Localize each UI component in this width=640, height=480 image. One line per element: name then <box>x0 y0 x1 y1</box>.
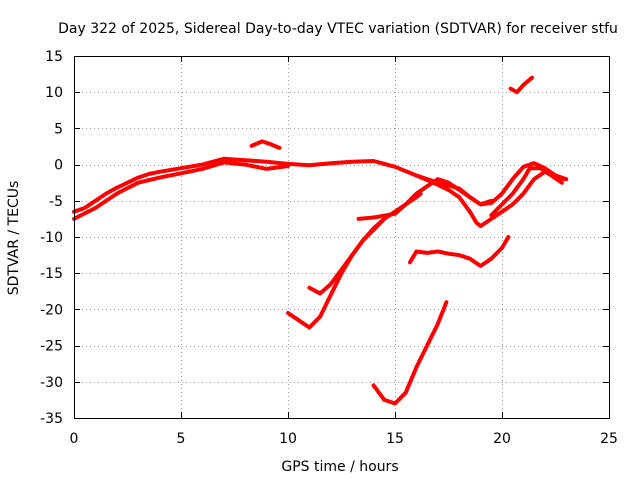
series-line-10 <box>408 235 511 268</box>
y-tick-label: -30 <box>40 375 63 391</box>
y-tick-label: -20 <box>40 302 63 318</box>
y-axis-title: SDTVAR / TECUs <box>6 181 22 296</box>
series-line-11 <box>371 300 449 406</box>
y-tick-label: -35 <box>40 411 63 427</box>
y-tick-label: -15 <box>40 266 63 282</box>
x-tick-label: 25 <box>600 431 618 447</box>
y-tick-label: 5 <box>54 121 63 137</box>
series-line-5 <box>489 166 564 218</box>
series-line-4 <box>414 169 569 229</box>
y-tick-label: -25 <box>40 339 63 355</box>
y-tick-label: 10 <box>45 85 63 101</box>
tick-marks <box>74 56 610 419</box>
x-tick-label: 15 <box>386 431 404 447</box>
series-line-9 <box>286 216 387 330</box>
series-line-3 <box>249 139 282 150</box>
y-tick-label: -10 <box>40 230 63 246</box>
series-line-6 <box>508 75 534 95</box>
x-axis-title: GPS time / hours <box>281 459 398 475</box>
x-tick-label: 20 <box>493 431 511 447</box>
tick-labels: 0 5 10 15 20 25 15 10 5 0 -5 -10 -15 -20 -25 -30 -35 <box>40 49 618 447</box>
y-tick-label: 0 <box>54 158 63 174</box>
x-tick-label: 0 <box>70 431 79 447</box>
y-tick-label: -5 <box>49 194 63 210</box>
series-layer <box>72 75 569 406</box>
x-tick-label: 10 <box>279 431 297 447</box>
chart-title: Day 322 of 2025, Sidereal Day-to-day VTE… <box>58 21 618 37</box>
series-line-2 <box>72 160 290 221</box>
x-tick-label: 5 <box>177 431 186 447</box>
y-tick-label: 15 <box>45 49 63 65</box>
grid-lines <box>74 56 609 418</box>
